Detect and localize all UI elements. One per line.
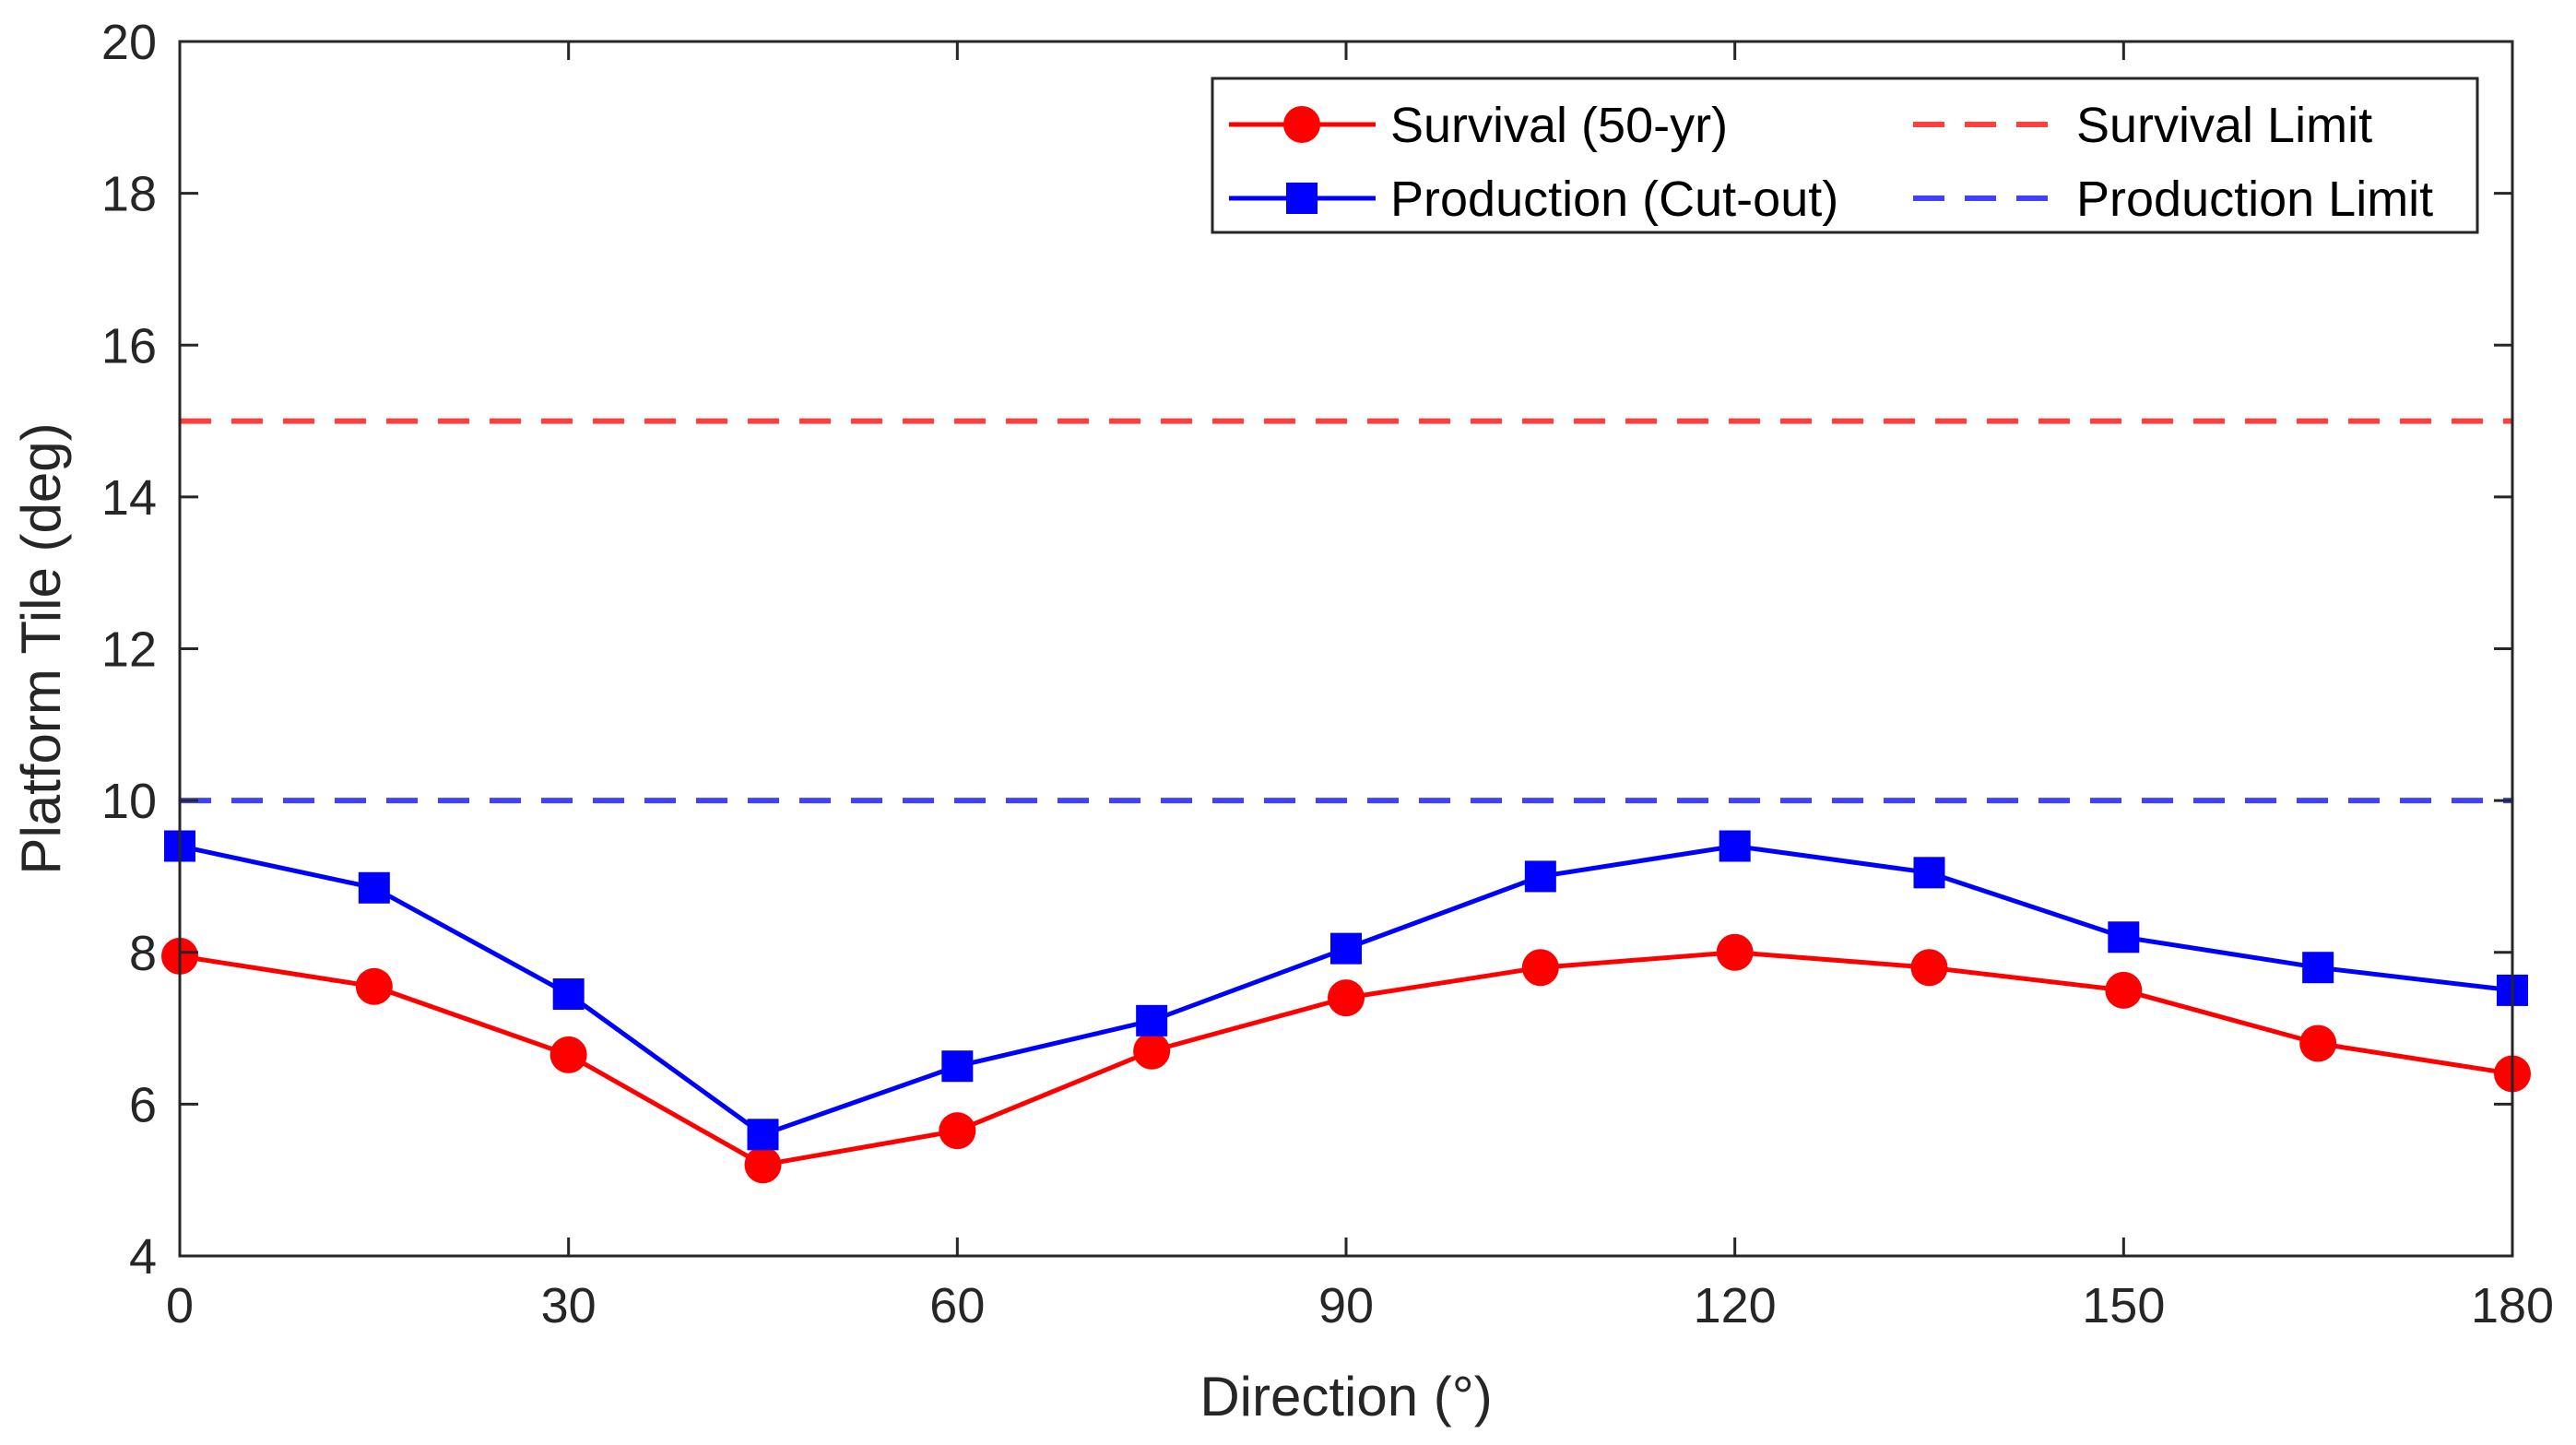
y-tick-label: 8 xyxy=(129,926,157,981)
data-point-survival-50-yr xyxy=(2299,1025,2337,1062)
data-point-production-cut-out xyxy=(552,978,585,1011)
data-point-survival-50-yr xyxy=(1910,949,1948,987)
y-tick-label: 16 xyxy=(101,318,157,373)
data-point-production-cut-out xyxy=(1136,1004,1168,1036)
y-tick-label: 14 xyxy=(101,470,157,526)
legend-box xyxy=(1211,77,2479,234)
x-tick-label: 0 xyxy=(166,1278,194,1333)
data-point-production-cut-out xyxy=(2302,952,2334,984)
y-tick-label: 4 xyxy=(129,1229,157,1285)
x-axis-title: Direction (°) xyxy=(1199,1366,1492,1427)
legend-marker-survival-50-yr xyxy=(1283,106,1320,143)
data-point-production-cut-out xyxy=(358,871,390,904)
data-point-production-cut-out xyxy=(1719,830,1751,862)
y-tick-label: 6 xyxy=(129,1077,157,1132)
x-tick-label: 60 xyxy=(929,1278,985,1333)
data-point-production-cut-out xyxy=(2108,921,2140,953)
data-point-survival-50-yr xyxy=(1133,1032,1171,1070)
data-point-survival-50-yr xyxy=(549,1036,587,1073)
data-point-survival-50-yr xyxy=(744,1146,782,1184)
data-point-production-cut-out xyxy=(747,1119,779,1151)
x-tick-label: 150 xyxy=(2082,1278,2165,1333)
plot-area xyxy=(161,418,2531,1184)
data-point-survival-50-yr xyxy=(1521,949,1559,987)
x-tick-label: 120 xyxy=(1694,1278,1777,1333)
legend-label: Survival (50-yr) xyxy=(1390,98,1728,153)
data-point-production-cut-out xyxy=(1524,860,1556,893)
y-tick-label: 12 xyxy=(101,622,157,678)
x-tick-label: 30 xyxy=(541,1278,597,1333)
x-tick-label: 90 xyxy=(1318,1278,1374,1333)
y-tick-label: 20 xyxy=(101,15,157,70)
y-tick-label: 10 xyxy=(101,774,157,829)
data-point-production-cut-out xyxy=(1913,857,1945,889)
legend-items: Survival (50-yr) Production (Cut-out) Surv… xyxy=(1229,98,2433,227)
data-point-survival-50-yr xyxy=(2105,971,2143,1009)
y-axis-title: Platform Tile (deg) xyxy=(10,422,72,874)
x-tick-label: 180 xyxy=(2471,1278,2554,1333)
legend-marker-production-cut-out xyxy=(1286,183,1318,214)
data-point-survival-50-yr xyxy=(939,1112,976,1150)
legend-label: Production Limit xyxy=(2076,172,2433,227)
y-tick-label: 18 xyxy=(101,167,157,222)
data-point-survival-50-yr xyxy=(1716,933,1754,971)
axis-ticks: 0 30 60 90 120 150 180 4 6 8 10 12 14 16 18 20 xyxy=(101,15,2554,1333)
data-point-survival-50-yr xyxy=(355,967,393,1005)
legend-label: Survival Limit xyxy=(2076,98,2372,153)
legend-label: Production (Cut-out) xyxy=(1390,172,1838,227)
data-point-production-cut-out xyxy=(1330,932,1362,965)
legend: Survival (50-yr) Production (Cut-out) Surv… xyxy=(1211,77,2479,234)
data-point-production-cut-out xyxy=(941,1050,974,1083)
data-point-survival-50-yr xyxy=(1328,979,1365,1017)
